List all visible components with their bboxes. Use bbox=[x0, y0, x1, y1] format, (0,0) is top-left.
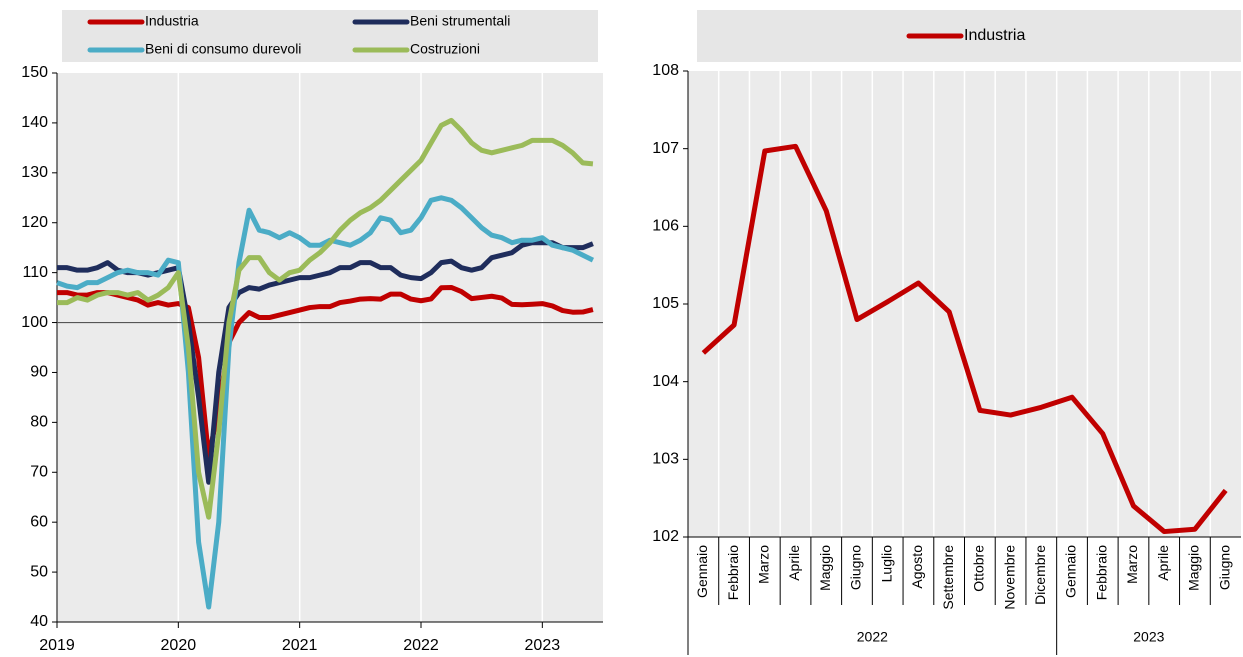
x-tick-label: Novembre bbox=[1001, 545, 1017, 610]
y-tick-label: 110 bbox=[22, 264, 48, 281]
y-tick-label: 90 bbox=[30, 364, 48, 381]
x-tick-label: 2019 bbox=[39, 637, 75, 654]
x-tick-label: 2021 bbox=[282, 637, 318, 654]
legend-label: Beni di consumo durevoli bbox=[145, 41, 301, 57]
x-tick-label: Febbraio bbox=[725, 545, 741, 600]
y-tick-label: 107 bbox=[652, 140, 679, 157]
y-tick-label: 70 bbox=[30, 463, 48, 480]
x-tick-label: Marzo bbox=[756, 545, 772, 584]
y-tick-label: 140 bbox=[21, 114, 48, 131]
data-line bbox=[57, 284, 594, 460]
x-tick-label: Luglio bbox=[878, 545, 894, 583]
x-group-label: 2023 bbox=[1133, 629, 1164, 645]
y-tick-label: 102 bbox=[652, 528, 679, 545]
legend-label: Industria bbox=[145, 13, 199, 29]
legend-box bbox=[62, 10, 598, 62]
y-tick-label: 60 bbox=[30, 513, 48, 530]
plot-area bbox=[57, 73, 603, 622]
x-tick-label: 2020 bbox=[161, 637, 197, 654]
x-tick-label: Aprile bbox=[786, 545, 802, 581]
x-tick-label: Aprile bbox=[1155, 545, 1171, 581]
x-tick-label: Giugno bbox=[1216, 545, 1232, 590]
y-tick-label: 103 bbox=[652, 451, 679, 468]
y-tick-label: 120 bbox=[21, 214, 48, 231]
y-tick-label: 100 bbox=[21, 314, 48, 331]
x-tick-label: Dicembre bbox=[1032, 545, 1048, 605]
x-group-label: 2022 bbox=[857, 629, 888, 645]
x-tick-label: Giugno bbox=[848, 545, 864, 590]
legend-label: Costruzioni bbox=[410, 41, 480, 57]
y-tick-label: 80 bbox=[30, 414, 48, 431]
y-tick-label: 150 bbox=[21, 64, 48, 81]
y-tick-label: 108 bbox=[652, 62, 679, 79]
x-tick-label: Febbraio bbox=[1093, 545, 1109, 600]
legend-label: Beni strumentali bbox=[410, 13, 510, 29]
x-tick-label: Ottobre bbox=[971, 545, 987, 592]
y-tick-label: 105 bbox=[652, 295, 679, 312]
data-line bbox=[57, 117, 594, 520]
data-line bbox=[56, 195, 595, 610]
data-line bbox=[701, 143, 1228, 535]
x-tick-label: Gennaio bbox=[1063, 545, 1079, 598]
x-tick-label: 2022 bbox=[403, 637, 439, 654]
legend-label: Industria bbox=[964, 27, 1025, 44]
y-tick-label: 130 bbox=[21, 164, 48, 181]
y-tick-label: 40 bbox=[30, 613, 48, 630]
y-tick-label: 50 bbox=[30, 563, 48, 580]
x-tick-label: Settembre bbox=[940, 545, 956, 610]
x-tick-label: Gennaio bbox=[694, 545, 710, 598]
y-tick-label: 104 bbox=[652, 373, 679, 390]
x-tick-label: Maggio bbox=[1186, 545, 1202, 591]
y-tick-label: 106 bbox=[652, 218, 679, 235]
x-tick-label: Maggio bbox=[817, 545, 833, 591]
x-tick-label: Marzo bbox=[1124, 545, 1140, 584]
legend-box bbox=[697, 10, 1241, 62]
x-tick-label: Agosto bbox=[909, 545, 925, 589]
x-tick-label: 2023 bbox=[525, 637, 561, 654]
